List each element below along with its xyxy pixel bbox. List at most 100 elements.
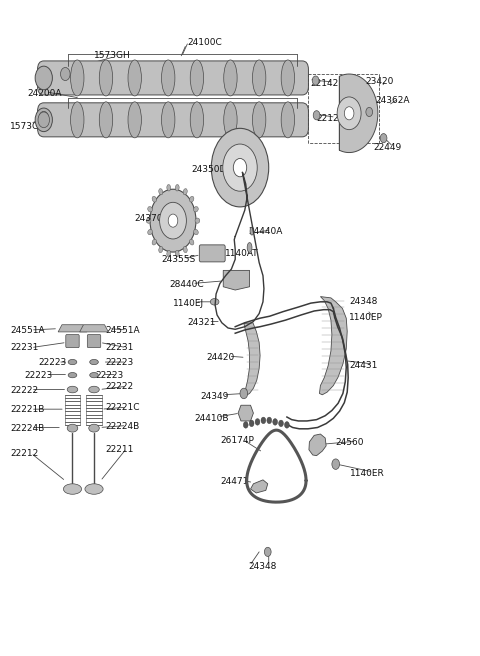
Polygon shape bbox=[80, 325, 108, 332]
Circle shape bbox=[337, 97, 361, 130]
Ellipse shape bbox=[148, 230, 152, 235]
Polygon shape bbox=[309, 434, 326, 456]
Text: 22223: 22223 bbox=[105, 358, 133, 367]
Ellipse shape bbox=[175, 251, 179, 256]
Text: 26174P: 26174P bbox=[220, 436, 254, 445]
Text: 1140EJ: 1140EJ bbox=[173, 298, 204, 308]
Ellipse shape bbox=[190, 239, 194, 245]
Ellipse shape bbox=[68, 359, 77, 365]
Text: 28440C: 28440C bbox=[169, 280, 204, 289]
Text: 24355S: 24355S bbox=[161, 255, 196, 264]
FancyBboxPatch shape bbox=[37, 103, 309, 137]
Text: 24350D: 24350D bbox=[191, 165, 227, 174]
Circle shape bbox=[159, 202, 186, 239]
Ellipse shape bbox=[224, 60, 237, 96]
Ellipse shape bbox=[252, 60, 266, 96]
Ellipse shape bbox=[128, 102, 142, 138]
Circle shape bbox=[249, 420, 254, 426]
Text: 24100C: 24100C bbox=[187, 38, 222, 47]
Polygon shape bbox=[251, 480, 268, 493]
Ellipse shape bbox=[148, 207, 152, 212]
Text: 1573GH: 1573GH bbox=[10, 122, 47, 131]
Text: 24440A: 24440A bbox=[249, 226, 283, 236]
Ellipse shape bbox=[190, 60, 204, 96]
Circle shape bbox=[255, 419, 260, 425]
Circle shape bbox=[168, 214, 178, 227]
Circle shape bbox=[60, 68, 70, 81]
Text: 1140ER: 1140ER bbox=[350, 469, 385, 478]
Polygon shape bbox=[339, 74, 378, 153]
Text: 22223: 22223 bbox=[96, 371, 124, 380]
Ellipse shape bbox=[183, 247, 187, 253]
Ellipse shape bbox=[247, 243, 252, 253]
Ellipse shape bbox=[89, 386, 99, 393]
Ellipse shape bbox=[161, 60, 175, 96]
Circle shape bbox=[313, 111, 320, 120]
Ellipse shape bbox=[190, 102, 204, 138]
Ellipse shape bbox=[159, 247, 163, 253]
FancyBboxPatch shape bbox=[37, 61, 309, 95]
Ellipse shape bbox=[175, 184, 179, 191]
Ellipse shape bbox=[71, 60, 84, 96]
Text: 24348: 24348 bbox=[349, 297, 377, 306]
Ellipse shape bbox=[99, 102, 113, 138]
Circle shape bbox=[223, 144, 257, 191]
Text: 22224B: 22224B bbox=[10, 424, 45, 433]
Ellipse shape bbox=[99, 60, 113, 96]
Text: 24420: 24420 bbox=[206, 353, 235, 362]
Ellipse shape bbox=[193, 230, 198, 235]
Text: 22231: 22231 bbox=[105, 343, 133, 352]
Text: 22223: 22223 bbox=[24, 371, 53, 380]
Text: 24370B: 24370B bbox=[135, 213, 169, 222]
Circle shape bbox=[273, 419, 277, 425]
Text: 24410B: 24410B bbox=[194, 414, 229, 423]
Ellipse shape bbox=[128, 60, 142, 96]
Ellipse shape bbox=[183, 189, 187, 195]
Ellipse shape bbox=[250, 227, 254, 235]
Circle shape bbox=[211, 129, 269, 207]
Ellipse shape bbox=[67, 386, 78, 393]
Text: 22221B: 22221B bbox=[10, 405, 45, 415]
Text: 24349: 24349 bbox=[201, 392, 229, 401]
Text: 24348: 24348 bbox=[249, 562, 277, 571]
Circle shape bbox=[366, 108, 372, 117]
Ellipse shape bbox=[68, 373, 77, 378]
Circle shape bbox=[344, 107, 354, 120]
Ellipse shape bbox=[71, 102, 84, 138]
Text: 24200A: 24200A bbox=[27, 89, 61, 98]
Ellipse shape bbox=[167, 184, 171, 191]
Ellipse shape bbox=[67, 424, 78, 432]
Ellipse shape bbox=[89, 424, 99, 432]
Polygon shape bbox=[244, 323, 260, 395]
Ellipse shape bbox=[159, 189, 163, 195]
Ellipse shape bbox=[152, 196, 156, 202]
Circle shape bbox=[312, 76, 319, 85]
Ellipse shape bbox=[281, 60, 295, 96]
Text: 22212: 22212 bbox=[10, 449, 38, 458]
Circle shape bbox=[39, 112, 48, 125]
Ellipse shape bbox=[190, 196, 194, 202]
Circle shape bbox=[267, 417, 272, 424]
Text: 24321: 24321 bbox=[187, 318, 216, 327]
Ellipse shape bbox=[252, 102, 266, 138]
FancyBboxPatch shape bbox=[66, 335, 79, 348]
Circle shape bbox=[150, 189, 196, 252]
FancyBboxPatch shape bbox=[87, 335, 101, 348]
Ellipse shape bbox=[161, 102, 175, 138]
Circle shape bbox=[380, 134, 387, 143]
Text: 24551A: 24551A bbox=[10, 326, 45, 335]
Ellipse shape bbox=[90, 373, 98, 378]
Text: 24362A: 24362A bbox=[375, 96, 409, 105]
Text: 22221C: 22221C bbox=[105, 403, 140, 413]
Circle shape bbox=[240, 388, 248, 399]
Circle shape bbox=[35, 66, 52, 90]
Ellipse shape bbox=[90, 359, 98, 365]
Circle shape bbox=[38, 112, 49, 128]
Polygon shape bbox=[58, 325, 87, 332]
Text: 24471: 24471 bbox=[220, 478, 248, 486]
Text: 24431: 24431 bbox=[349, 361, 377, 370]
Ellipse shape bbox=[195, 218, 200, 223]
Text: 22449: 22449 bbox=[373, 144, 401, 152]
Ellipse shape bbox=[146, 218, 151, 223]
Ellipse shape bbox=[167, 251, 171, 256]
